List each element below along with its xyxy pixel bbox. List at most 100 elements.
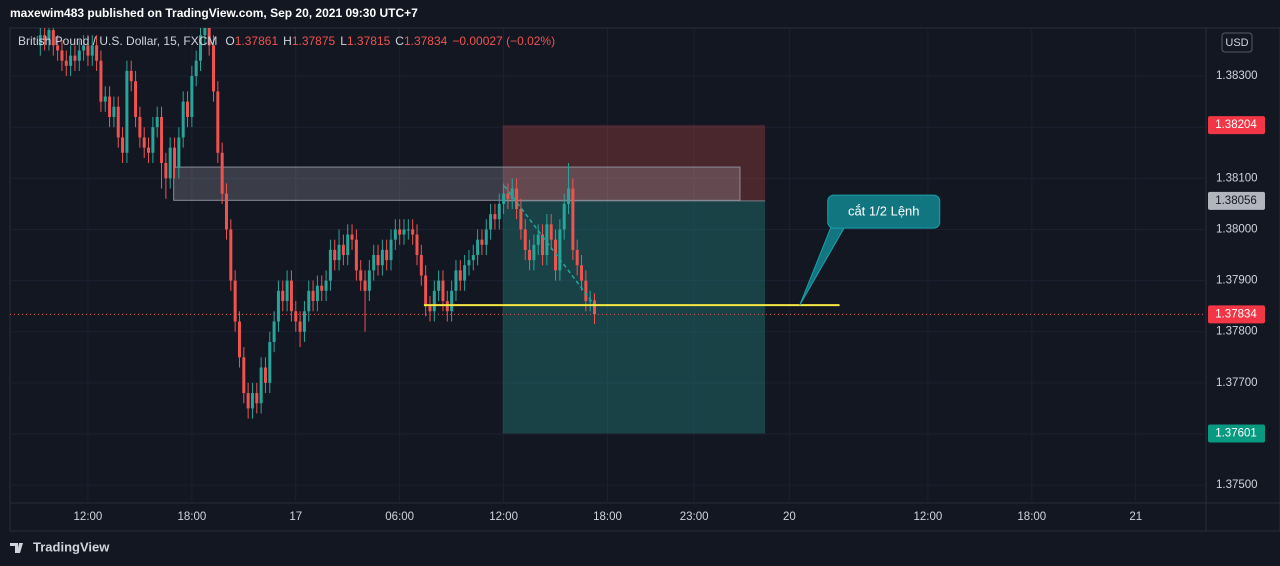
candle-body xyxy=(454,270,458,291)
candle-body xyxy=(385,249,389,261)
x-tick-label: 06:00 xyxy=(385,511,414,523)
candle-body xyxy=(272,321,276,342)
candle-body xyxy=(346,234,350,256)
tv-logo xyxy=(10,543,23,553)
candle-body xyxy=(510,188,514,199)
candle-body xyxy=(493,214,497,220)
candle-body xyxy=(220,152,224,194)
candle-body xyxy=(211,45,215,92)
candle-body xyxy=(393,229,397,240)
candle-body xyxy=(562,203,566,230)
candle-body xyxy=(186,101,190,117)
x-tick-label: 18:00 xyxy=(593,511,622,523)
candle-body xyxy=(359,270,363,281)
candle-body xyxy=(580,265,584,281)
price-tag-label: 1.38056 xyxy=(1215,195,1257,207)
candle-body xyxy=(480,239,484,245)
candle-body xyxy=(229,229,233,281)
candle-body xyxy=(445,301,449,312)
currency-box xyxy=(1221,32,1253,53)
supply-zone xyxy=(173,166,741,201)
candle-body xyxy=(398,229,402,235)
candle-body xyxy=(315,285,319,302)
price-tag-label: 1.37601 xyxy=(1215,427,1257,439)
candle-body xyxy=(549,224,553,240)
candle-body xyxy=(99,60,103,102)
candle-body xyxy=(523,229,527,250)
candle-body xyxy=(64,60,68,66)
candle-body xyxy=(108,96,112,117)
legend-value: 1.37861 xyxy=(235,34,279,48)
candle-body xyxy=(147,147,151,153)
x-tick-label: 20 xyxy=(783,511,796,523)
x-tick-label: 21 xyxy=(1129,511,1142,523)
legend-key: C xyxy=(395,34,404,48)
candle-body xyxy=(588,300,592,302)
brand: TradingView xyxy=(33,539,110,554)
candle-body xyxy=(363,280,367,291)
candle-body xyxy=(402,229,406,235)
x-tick-label: 17 xyxy=(289,511,302,523)
candle-body xyxy=(324,280,328,291)
candle-body xyxy=(73,55,77,61)
candle-body xyxy=(341,244,345,256)
candle-body xyxy=(216,91,220,153)
candle-body xyxy=(294,311,298,322)
candle-body xyxy=(567,188,571,204)
candle-body xyxy=(56,45,60,51)
publisher: maxewim483 published on TradingView.com,… xyxy=(10,6,418,20)
candle-body xyxy=(125,70,129,153)
candle-body xyxy=(199,35,203,61)
plot xyxy=(10,28,1205,503)
candle-body xyxy=(138,116,142,138)
candle-body xyxy=(276,290,280,322)
candle-body xyxy=(82,45,86,51)
candle-body xyxy=(263,367,267,383)
y-tick-label: 1.38300 xyxy=(1216,70,1258,82)
candle-body xyxy=(320,285,324,291)
candle-body xyxy=(164,162,168,179)
candle-body xyxy=(411,229,415,235)
legend: British Pound / U.S. Dollar, 15, FXCM O1.… xyxy=(18,34,555,48)
candle-body xyxy=(554,239,558,271)
candle-body xyxy=(545,224,549,256)
candle-body xyxy=(246,393,250,409)
symbol: British Pound / U.S. Dollar, 15, FXCM xyxy=(18,34,217,48)
candle-body xyxy=(77,50,81,61)
x-tick-label: 12:00 xyxy=(914,511,943,523)
candle-body xyxy=(415,234,419,256)
candle-body xyxy=(328,249,332,281)
legend-value: 1.37875 xyxy=(292,34,336,48)
frame xyxy=(9,27,1280,532)
y-tick-label: 1.38100 xyxy=(1216,172,1258,184)
candle-body xyxy=(424,275,428,307)
callout-box xyxy=(827,194,941,229)
candle-body xyxy=(181,101,185,138)
candle-body xyxy=(380,249,384,266)
candle-body xyxy=(121,137,125,153)
candle-body xyxy=(255,393,259,404)
candle-body xyxy=(489,214,493,230)
candle-body xyxy=(259,367,263,404)
candle-body xyxy=(476,239,480,256)
x-tick-label: 18:00 xyxy=(1017,511,1046,523)
candle-body xyxy=(584,280,588,302)
candle-body xyxy=(593,300,597,315)
candle-body xyxy=(51,30,55,46)
candle-body xyxy=(575,249,579,266)
candle-body xyxy=(450,290,454,312)
candle-body xyxy=(168,147,172,179)
x-tick-label: 23:00 xyxy=(680,511,709,523)
candle-body xyxy=(419,255,423,276)
candle-body xyxy=(536,234,540,245)
legend-key: L xyxy=(340,34,347,48)
candle-body xyxy=(177,137,181,169)
candle-body xyxy=(142,137,146,148)
candle-body xyxy=(60,50,64,61)
candle-body xyxy=(116,106,120,138)
candle-body xyxy=(112,106,116,117)
candle-body xyxy=(86,45,90,56)
legend-key: H xyxy=(283,34,292,48)
